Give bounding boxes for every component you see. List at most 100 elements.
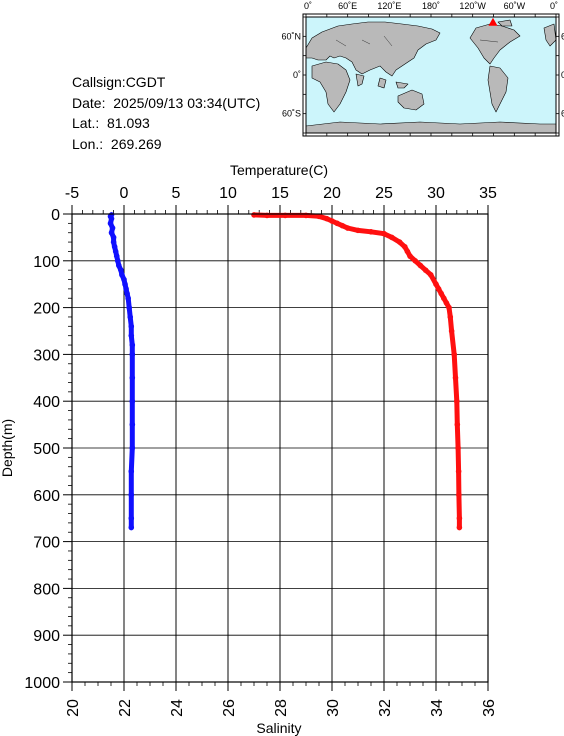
y-tick-label: 500 (33, 441, 60, 458)
map-land (305, 19, 557, 134)
chart-grid (71, 213, 489, 683)
bottom-tick-label: 24 (169, 699, 186, 717)
map-lat-label: 60˚S (561, 109, 564, 119)
salinity-point (456, 515, 463, 521)
salinity-point (428, 272, 434, 278)
temperature-point (114, 258, 121, 264)
temperature-point (128, 323, 135, 330)
salinity-point (417, 262, 424, 269)
salinity-point (282, 212, 289, 219)
temperature-point (129, 375, 136, 381)
y-tick-label: 200 (33, 301, 60, 318)
y-tick-label: 1000 (24, 675, 60, 692)
map-lon-label: 120˚E (377, 1, 401, 11)
salinity-point (412, 258, 419, 264)
top-tick-label: 30 (427, 185, 445, 202)
top-tick-label: 20 (323, 185, 341, 202)
y-tick-label: 400 (33, 394, 60, 411)
y-tick-label: 700 (33, 535, 60, 552)
salinity-point (422, 267, 429, 273)
salinity-point (339, 222, 346, 229)
top-tick-label: 0 (120, 185, 129, 202)
temperature-profile-line (108, 212, 135, 531)
bottom-tick-label: 34 (429, 699, 446, 717)
top-tick-label: -5 (65, 185, 79, 202)
salinity-point (404, 248, 411, 255)
salinity-point (443, 300, 450, 306)
salinity-point (435, 286, 442, 292)
salinity-point (454, 398, 460, 405)
temperature-point (126, 304, 132, 311)
temperature-point (113, 253, 120, 259)
map-ticks (303, 14, 559, 136)
bottom-tick-label: 30 (325, 699, 342, 717)
temperature-point (127, 314, 134, 320)
temperature-point (108, 212, 115, 218)
world-map: 0˚ 60˚E 120˚E 180˚ 120˚W 60˚W 0˚ 60˚N 60˚N 0˚ 0˚ 60… (281, 1, 564, 137)
bottom-tick-label: 28 (273, 699, 290, 717)
temperature-point (110, 234, 117, 241)
temperature-point (112, 248, 119, 255)
salinity-point (389, 234, 395, 241)
temperature-point (108, 215, 115, 222)
chart-tick-labels: 0 100 200 300 400 500 600 700 800 900 1000 -5 0 5 10 15… (24, 185, 498, 717)
map-lon-label: 180˚ (422, 1, 440, 11)
temperature-point (123, 286, 129, 292)
station-marker (488, 17, 498, 26)
temperature-point (129, 421, 136, 428)
salinity-point (303, 212, 309, 219)
map-borders (335, 35, 499, 47)
bottom-tick-label: 36 (481, 699, 498, 717)
salinity-point (396, 239, 403, 245)
y-tick-label: 0 (51, 207, 60, 224)
salinity-point (448, 328, 455, 334)
temperature-point (111, 243, 118, 250)
temperature-point (128, 515, 135, 521)
top-tick-label: 5 (172, 185, 181, 202)
salinity-point (447, 314, 454, 320)
temperature-point (125, 295, 131, 302)
map-lon-label: 60˚W (504, 1, 526, 11)
y-tick-label: 800 (33, 581, 60, 598)
map-lat-label: 60˚N (561, 31, 564, 41)
top-axis-label: Temperature(C) (230, 162, 328, 178)
salinity-point (446, 304, 452, 311)
bottom-tick-label: 20 (65, 699, 82, 717)
temperature-point (107, 213, 114, 220)
salinity-point (456, 524, 463, 531)
map-lon-label: 120˚W (459, 1, 486, 11)
map-lat-label: 60˚N (281, 31, 301, 41)
chart-series (107, 212, 463, 531)
salinity-point (324, 215, 330, 222)
salinity-point (456, 492, 462, 498)
temperature-point (129, 351, 136, 358)
map-lon-label: 60˚E (338, 1, 357, 11)
y-tick-label: 900 (33, 628, 60, 645)
station-info: Callsign:CGDT Date: 2025/09/13 03:34(UTC… (72, 72, 260, 154)
salinity-point (355, 227, 361, 234)
salinity-point (438, 290, 445, 297)
top-tick-label: 35 (479, 185, 497, 202)
temperature-point (128, 492, 135, 498)
map-lat-label: 60˚S (282, 109, 301, 119)
top-tick-label: 15 (271, 185, 289, 202)
salinity-point (441, 295, 447, 302)
temperature-point (128, 468, 135, 475)
salinity-point (455, 468, 462, 475)
map-labels: 0˚ 60˚E 120˚E 180˚ 120˚W 60˚W 0˚ 60˚N 60˚N 0˚ 0˚ 60… (281, 1, 564, 119)
temperature-point (128, 524, 135, 531)
temperature-point (124, 290, 130, 297)
salinity-point (407, 253, 413, 259)
map-lon-label: 0˚ (550, 1, 558, 11)
salinity-point (454, 421, 461, 428)
longitude-text: Lon.: 269.269 (72, 135, 162, 152)
salinity-point (455, 445, 461, 451)
y-tick-label: 300 (33, 347, 60, 364)
temperature-point (119, 272, 125, 278)
salinity-point (402, 243, 408, 250)
bottom-tick-label: 22 (117, 699, 134, 717)
callsign-text: Callsign:CGDT (72, 74, 166, 90)
salinity-point (251, 212, 257, 218)
temperature-point (108, 229, 115, 236)
chart-ticks (63, 205, 489, 691)
